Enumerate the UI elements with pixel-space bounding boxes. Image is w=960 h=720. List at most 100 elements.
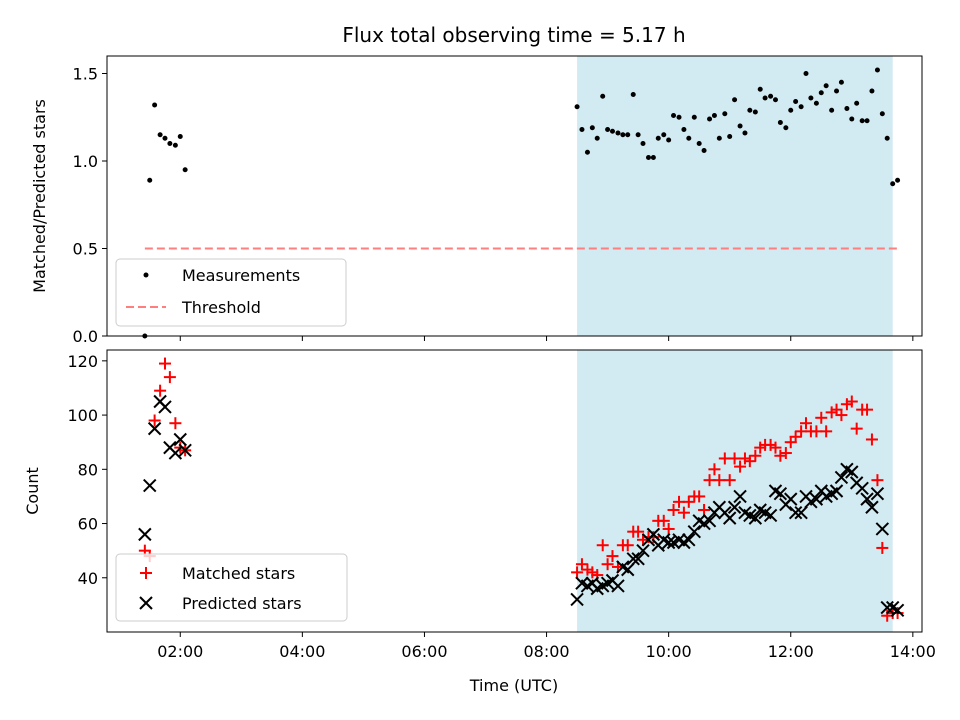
matched-stars-point (657, 514, 670, 527)
measurements-point (640, 141, 646, 146)
predicted-stars-point (794, 505, 808, 520)
predicted-stars-point (865, 500, 879, 514)
measurements-point (615, 130, 621, 136)
bot-y-tick-label: 60 (78, 515, 98, 534)
matched-stars-point (601, 558, 614, 571)
top-legend-box (115, 258, 347, 327)
predicted-stars-point (845, 465, 859, 479)
predicted-stars-point (173, 432, 187, 447)
predicted-stars-point (178, 443, 192, 458)
measurements-point (757, 86, 763, 92)
x-tick-label: 04:00 (279, 642, 325, 661)
top-y-axis-label: Matched/Predicted stars (30, 99, 49, 293)
measurements-point (838, 79, 844, 85)
predicted-stars-point (860, 492, 874, 506)
measurements-point (162, 135, 168, 141)
predicted-stars-point (631, 552, 645, 566)
measurements-point (783, 125, 789, 131)
predicted-stars-point (870, 487, 885, 501)
measurements-point (157, 132, 163, 138)
predicted-stars-point (890, 603, 905, 618)
measurements-point (167, 141, 173, 146)
predicted-stars-point (143, 478, 157, 493)
legend-threshold-label: Threshold (181, 298, 261, 317)
predicted-stars-point (621, 562, 635, 577)
predicted-stars-point (626, 552, 640, 566)
bottom-legend: Matched stars Predicted stars (115, 553, 348, 622)
matched-stars-point (728, 452, 741, 465)
measurements-point (747, 107, 753, 113)
predicted-stars-point (733, 489, 747, 504)
matched-stars-point (861, 403, 874, 416)
matched-stars-point (682, 495, 695, 508)
measurements-point (691, 114, 697, 120)
x-tick-label: 08:00 (523, 642, 569, 661)
top-plot-frame (106, 55, 923, 337)
measurements-point (686, 135, 692, 141)
measurements-point (859, 118, 865, 124)
matched-stars-point (871, 474, 884, 487)
measurements-point (834, 88, 840, 94)
matched-stars-point (850, 422, 863, 435)
matched-stars-point (571, 566, 584, 579)
matched-stars-point (815, 411, 828, 424)
legend-matched-label: Matched stars (182, 564, 295, 583)
measurements-point (711, 113, 717, 118)
matched-stars-point (693, 490, 706, 503)
measurements-point (701, 148, 707, 153)
predicted-stars-point (570, 592, 584, 607)
measurements-point (879, 111, 885, 117)
matched-stars-point (820, 425, 833, 438)
matched-stars-point (148, 414, 161, 427)
predicted-stars-point (158, 400, 172, 414)
matched-stars-point (662, 522, 675, 535)
x-tick-label: 02:00 (157, 642, 203, 661)
x-tick-label: 10:00 (646, 642, 692, 661)
measurements-point (609, 128, 615, 134)
measurements-point (177, 134, 183, 139)
predicted-stars-point (727, 500, 742, 514)
matched-stars-point (677, 506, 690, 519)
predicted-stars-point (784, 492, 798, 506)
bottom-plot-frame (106, 349, 923, 633)
matched-stars-point (800, 417, 813, 430)
measurements-point (696, 141, 702, 146)
measurements-point (630, 92, 636, 97)
measurements-point (727, 134, 733, 139)
measurements-point (818, 90, 824, 96)
measurements-point (589, 125, 595, 131)
predicted-stars-point (875, 522, 890, 536)
measurements-point (869, 88, 875, 94)
measurements-point (813, 100, 819, 106)
bot-y-tick-label: 100 (67, 406, 98, 425)
legend-predicted-label: Predicted stars (182, 594, 302, 613)
measurements-point (777, 120, 783, 125)
top-shaded-span (577, 56, 893, 336)
measurements-point (182, 167, 188, 173)
measurements-point (768, 93, 774, 99)
predicted-stars-point (646, 527, 661, 542)
measurements-point (620, 132, 626, 138)
bot-y-tick-label: 120 (67, 352, 98, 371)
predicted-stars-point (829, 484, 844, 498)
predicted-stars-point (788, 505, 803, 520)
measurements-point (707, 116, 713, 122)
measurements-point (884, 135, 890, 141)
legend-measurements-label: Measurements (182, 266, 300, 285)
measurements-point (788, 107, 794, 113)
measurements-point (737, 123, 743, 129)
measurements-point (594, 135, 600, 141)
legend-measurements-marker (143, 272, 149, 278)
matched-stars-point (779, 447, 792, 460)
predicted-stars-point (773, 487, 788, 501)
bottom-legend-box (115, 553, 348, 622)
matched-stars-point (723, 474, 736, 487)
predicted-stars-point (682, 533, 696, 547)
top-legend: Measurements Threshold (115, 258, 347, 327)
measurements-point (671, 113, 677, 118)
measurements-point (646, 155, 652, 160)
matched-stars-point (835, 409, 848, 422)
matched-stars-point (865, 433, 878, 446)
measurements-point (605, 127, 611, 132)
measurements-point (655, 135, 661, 141)
